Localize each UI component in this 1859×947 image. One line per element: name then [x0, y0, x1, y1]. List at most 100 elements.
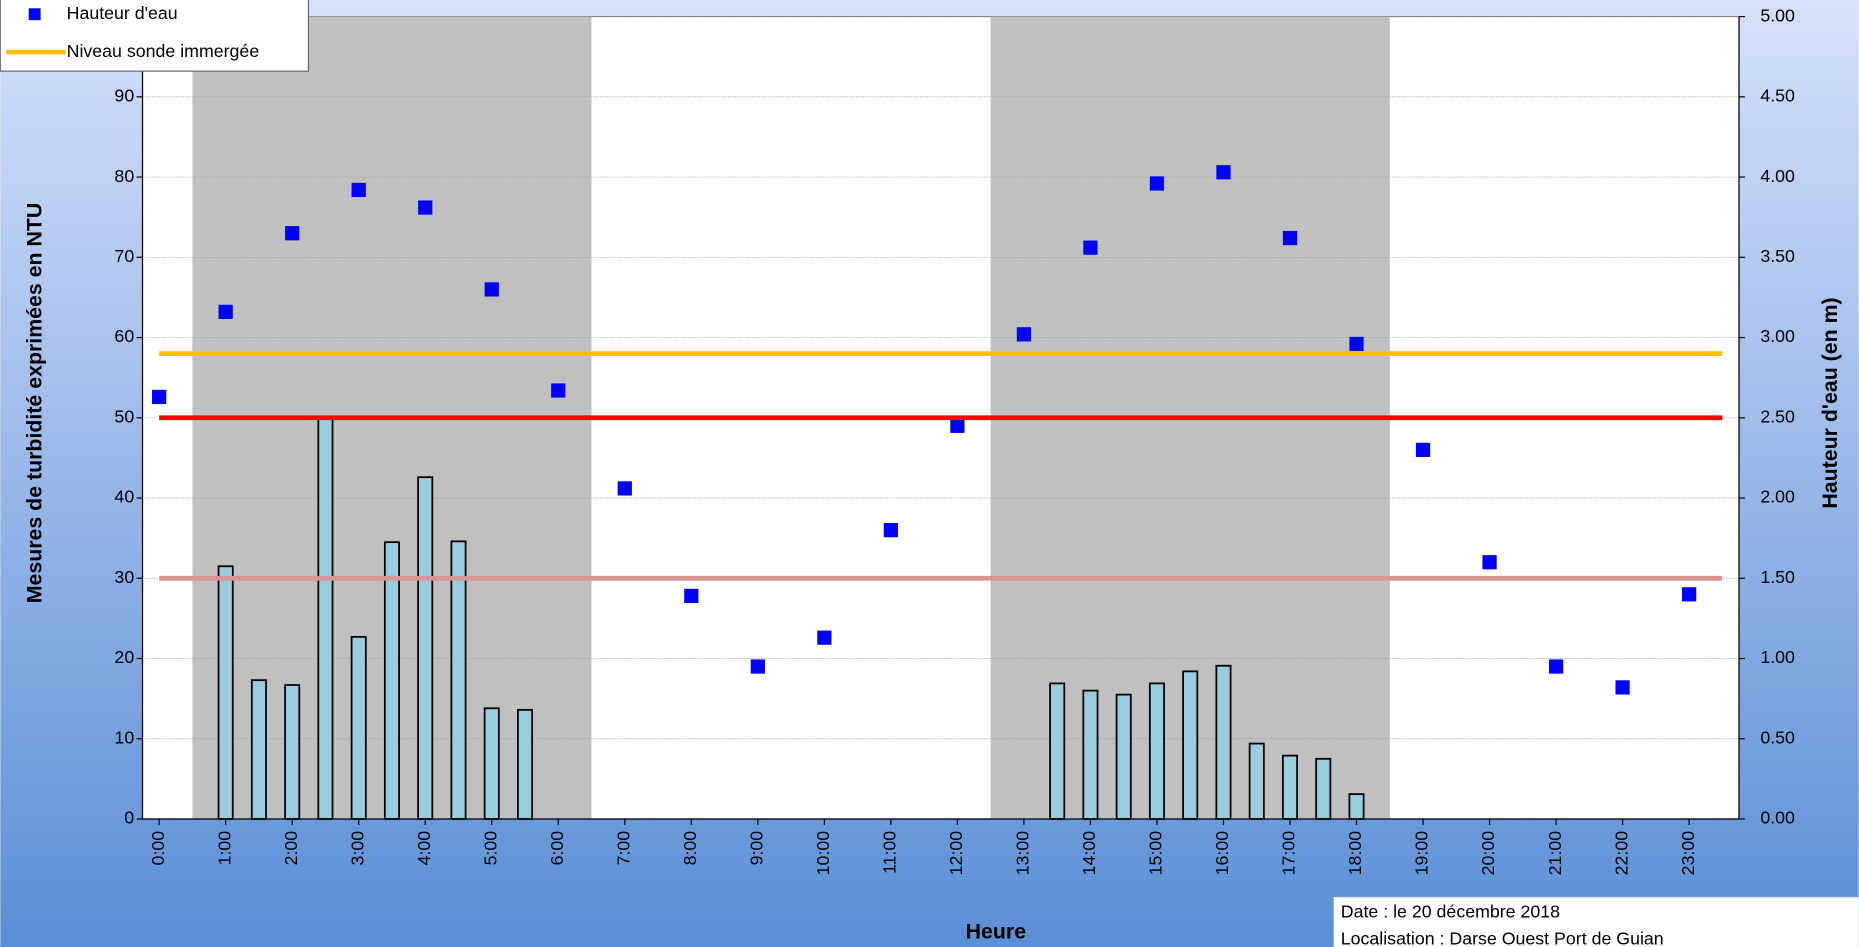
- x-tick-label: 14:00: [1079, 831, 1099, 876]
- y-axis-title: Mesures de turbidité exprimées en NTU: [22, 203, 46, 604]
- legend: [0, 0, 310, 72]
- y2-axis-title: Hauteur d'eau (en m): [1818, 297, 1842, 508]
- bar: [1281, 754, 1298, 820]
- annotation-box: [1333, 897, 1859, 947]
- y-tick-label: 30: [114, 567, 134, 587]
- bar: [1215, 664, 1232, 820]
- y2-tick-label: 2.00: [1760, 487, 1795, 507]
- legend-marker: [28, 8, 41, 21]
- y2-tick-label: 1.00: [1760, 647, 1795, 667]
- x-tick-label: 6:00: [547, 831, 567, 866]
- x-tick-label: 7:00: [613, 831, 633, 866]
- marker: [1349, 336, 1364, 352]
- x-tick-label: 9:00: [747, 831, 767, 866]
- y-tick-label: 40: [114, 487, 134, 507]
- marker: [684, 588, 699, 604]
- x-tick-label: 17:00: [1279, 831, 1299, 876]
- y-tick-label: 10: [114, 727, 134, 747]
- marker: [351, 182, 366, 198]
- annotation: Localisation : Darse Ouest Port de Guian: [1341, 929, 1664, 947]
- bar: [1049, 682, 1066, 820]
- x-tick-label: 1:00: [214, 831, 234, 866]
- y2-tick-label: 4.50: [1760, 86, 1795, 106]
- bar: [1115, 693, 1132, 820]
- x-tick-label: 8:00: [680, 831, 700, 866]
- x-tick-label: 19:00: [1412, 831, 1432, 876]
- x-tick-label: 16:00: [1212, 831, 1232, 876]
- bar: [1315, 757, 1332, 820]
- y2-tick-label: 1.50: [1760, 567, 1795, 587]
- y2-tick-label: 4.00: [1760, 166, 1795, 186]
- bar: [1082, 689, 1099, 820]
- marker: [1216, 165, 1231, 180]
- x-tick-label: 2:00: [281, 831, 301, 866]
- x-tick-label: 0:00: [148, 831, 168, 866]
- y2-tick-label: 3.00: [1760, 326, 1795, 346]
- marker: [285, 226, 300, 241]
- bar: [350, 635, 367, 820]
- y2-tick-label: 3.50: [1760, 246, 1795, 266]
- marker: [1415, 442, 1431, 458]
- y2-tick-label: 0.50: [1760, 727, 1795, 747]
- marker: [617, 481, 632, 496]
- x-tick-label: 13:00: [1013, 831, 1033, 876]
- y2-tick-label: 0.00: [1760, 808, 1795, 828]
- x-tick-label: 21:00: [1545, 831, 1565, 876]
- bar: [1348, 793, 1365, 820]
- marker: [418, 200, 433, 215]
- legend-label: Hauteur d'eau: [67, 3, 178, 23]
- marker: [750, 659, 765, 674]
- legend-label: Niveau sonde immergée: [67, 41, 260, 61]
- annotation: Date : le 20 décembre 2018: [1341, 901, 1560, 921]
- marker: [1016, 327, 1032, 342]
- bar: [483, 707, 500, 820]
- x-tick-label: 11:00: [880, 831, 900, 874]
- x-axis-title: Heure: [966, 919, 1027, 943]
- x-tick-label: 15:00: [1146, 831, 1166, 876]
- y-tick-label: 20: [114, 647, 134, 667]
- marker: [817, 630, 832, 645]
- x-tick-label: 3:00: [347, 831, 367, 866]
- bar: [217, 565, 234, 820]
- bar: [517, 708, 534, 820]
- y-tick-label: 60: [114, 326, 134, 346]
- bar: [1248, 742, 1265, 820]
- y-tick-label: 50: [114, 406, 134, 426]
- marker: [1548, 659, 1564, 674]
- bar: [383, 541, 400, 820]
- y2-tick-label: 5.00: [1760, 5, 1795, 25]
- marker: [1083, 240, 1098, 255]
- bar: [317, 416, 334, 820]
- marker: [152, 389, 167, 405]
- x-tick-label: 23:00: [1678, 831, 1698, 876]
- bar: [1148, 682, 1165, 820]
- marker: [218, 304, 233, 319]
- x-tick-label: 20:00: [1478, 831, 1498, 876]
- bar: [284, 684, 301, 820]
- y-tick-label: 0: [124, 808, 134, 828]
- x-tick-label: 5:00: [480, 831, 500, 866]
- marker: [1482, 555, 1497, 570]
- marker: [551, 383, 566, 398]
- marker: [484, 282, 499, 297]
- x-tick-label: 10:00: [813, 831, 833, 876]
- y-tick-label: 80: [114, 166, 134, 186]
- y-tick-label: 90: [114, 86, 134, 106]
- marker: [1149, 176, 1165, 191]
- x-tick-label: 18:00: [1345, 831, 1365, 876]
- x-tick-label: 22:00: [1611, 831, 1631, 876]
- marker: [1282, 230, 1298, 246]
- bar: [250, 679, 267, 820]
- y-tick-label: 70: [114, 246, 134, 266]
- bar: [417, 476, 434, 820]
- x-tick-label: 12:00: [946, 831, 966, 876]
- x-tick-label: 4:00: [414, 831, 434, 866]
- bar: [1182, 670, 1199, 820]
- bar: [450, 540, 467, 820]
- marker: [883, 523, 898, 538]
- marker: [1615, 680, 1630, 695]
- marker: [1682, 587, 1697, 602]
- marker: [950, 418, 965, 433]
